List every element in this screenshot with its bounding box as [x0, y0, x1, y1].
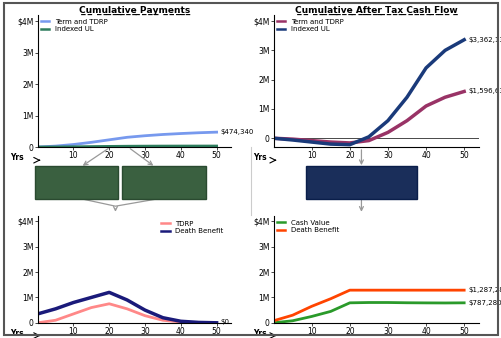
Text: $1,596,630: $1,596,630 — [467, 89, 501, 95]
Text: Yrs: Yrs — [253, 153, 266, 162]
Text: Indexed UL: Indexed UL — [330, 178, 391, 188]
Legend: Cash Value, Death Benefit: Cash Value, Death Benefit — [277, 220, 339, 233]
Text: TDRP: TDRP — [62, 178, 91, 188]
Text: Term
Insurance: Term Insurance — [141, 173, 187, 193]
Legend: TDRP, Death Benefit: TDRP, Death Benefit — [161, 221, 223, 234]
Legend: Term and TDRP, Indexed UL: Term and TDRP, Indexed UL — [41, 19, 108, 32]
Text: $474,340: $474,340 — [220, 129, 253, 135]
Legend: Term and TDRP, Indexed UL: Term and TDRP, Indexed UL — [277, 19, 343, 32]
Title: C̲u̲m̲u̲l̲a̲t̲i̲v̲e̲ ̲A̲f̲t̲e̲r̲ ̲T̲a̲x̲ ̲C̲a̲s̲h̲ ̲F̲l̲o̲w̲: C̲u̲m̲u̲l̲a̲t̲i̲v̲e̲ ̲A̲f̲t̲e̲r̲ ̲T̲a̲x̲… — [295, 5, 457, 15]
Text: $787,280: $787,280 — [467, 300, 500, 306]
Text: Yrs: Yrs — [11, 329, 24, 338]
Text: Yrs: Yrs — [253, 329, 266, 338]
Text: $3,362,136: $3,362,136 — [467, 37, 501, 43]
Title: C̲u̲m̲u̲l̲a̲t̲i̲v̲e̲ ̲P̲a̲y̲m̲e̲n̲t̲s̲: C̲u̲m̲u̲l̲a̲t̲i̲v̲e̲ ̲P̲a̲y̲m̲e̲n̲t̲s̲ — [79, 5, 189, 15]
Text: $1,287,280: $1,287,280 — [467, 287, 501, 293]
Text: Yrs: Yrs — [11, 153, 24, 162]
Text: $0: $0 — [220, 319, 229, 325]
